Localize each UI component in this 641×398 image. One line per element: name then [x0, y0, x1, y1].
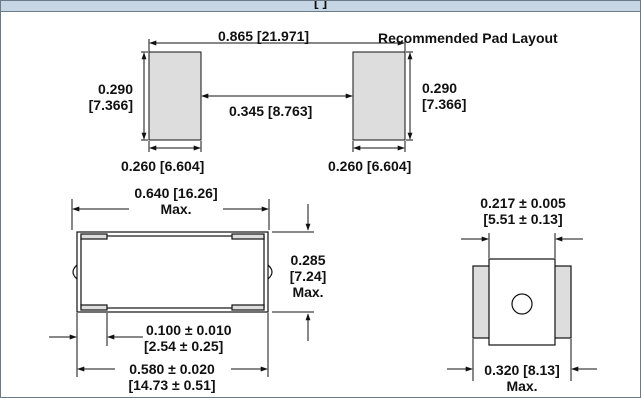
- end-view-group: [472, 258, 572, 346]
- terminal-length-in: 0.100 ± 0.010: [146, 322, 232, 338]
- right-height-in: 0.290: [422, 80, 458, 96]
- component-body-inner: [80, 235, 265, 309]
- end-overall-width-qual: Max.: [506, 378, 538, 394]
- terminal-length-mm: [2.54 ± 0.25]: [144, 338, 224, 354]
- right-pad-width-label: 0.260 [6.604]: [328, 158, 412, 174]
- header-title: [ ]: [313, 1, 328, 9]
- end-top-width-in: 0.217 ± 0.005: [480, 195, 566, 211]
- pad-layout-title: Recommended Pad Layout: [378, 30, 558, 46]
- left-pad-width-label: 0.260 [6.604]: [121, 158, 205, 174]
- body-length-in: 0.580 ± 0.020: [129, 361, 215, 377]
- component-body: [76, 231, 269, 313]
- right-end-bump: [267, 264, 273, 280]
- end-lead-hole: [511, 293, 533, 315]
- terminal-tab-top-right: [231, 233, 265, 240]
- end-view-dims: [447, 233, 597, 381]
- terminal-tab-top-left: [80, 233, 108, 240]
- side-view-dims: [49, 199, 314, 377]
- side-length-qual: Max.: [160, 201, 192, 217]
- header-bar: [ ]: [1, 1, 640, 12]
- side-height-qual: Max.: [292, 284, 324, 300]
- side-view-group: [72, 231, 273, 313]
- side-length-label: 0.640 [16.26]: [134, 185, 218, 201]
- left-height-in: 0.290: [97, 81, 133, 97]
- terminal-tab-bottom-right: [231, 304, 265, 311]
- right-pad: [352, 51, 406, 141]
- gap-label: 0.345 [8.763]: [229, 103, 313, 119]
- left-height-mm: [7.366]: [88, 97, 133, 113]
- pad-layout-group: [141, 39, 413, 152]
- right-height-mm: [7.366]: [422, 96, 467, 112]
- end-terminal-right: [553, 265, 572, 339]
- end-top-width-mm: [5.51 ± 0.13]: [483, 211, 563, 227]
- end-terminal-left: [472, 265, 491, 339]
- end-overall-width: 0.320 [8.13]: [484, 362, 560, 378]
- left-pad: [148, 51, 202, 141]
- side-height-in: 0.285: [290, 252, 326, 268]
- end-body: [488, 258, 556, 346]
- body-length-mm: [14.73 ± 0.51]: [128, 377, 216, 393]
- overall-span-label: 0.865 [21.971]: [218, 28, 310, 44]
- terminal-tab-bottom-left: [80, 304, 108, 311]
- left-end-bump: [72, 264, 78, 280]
- side-height-mm: [7.24]: [289, 268, 327, 284]
